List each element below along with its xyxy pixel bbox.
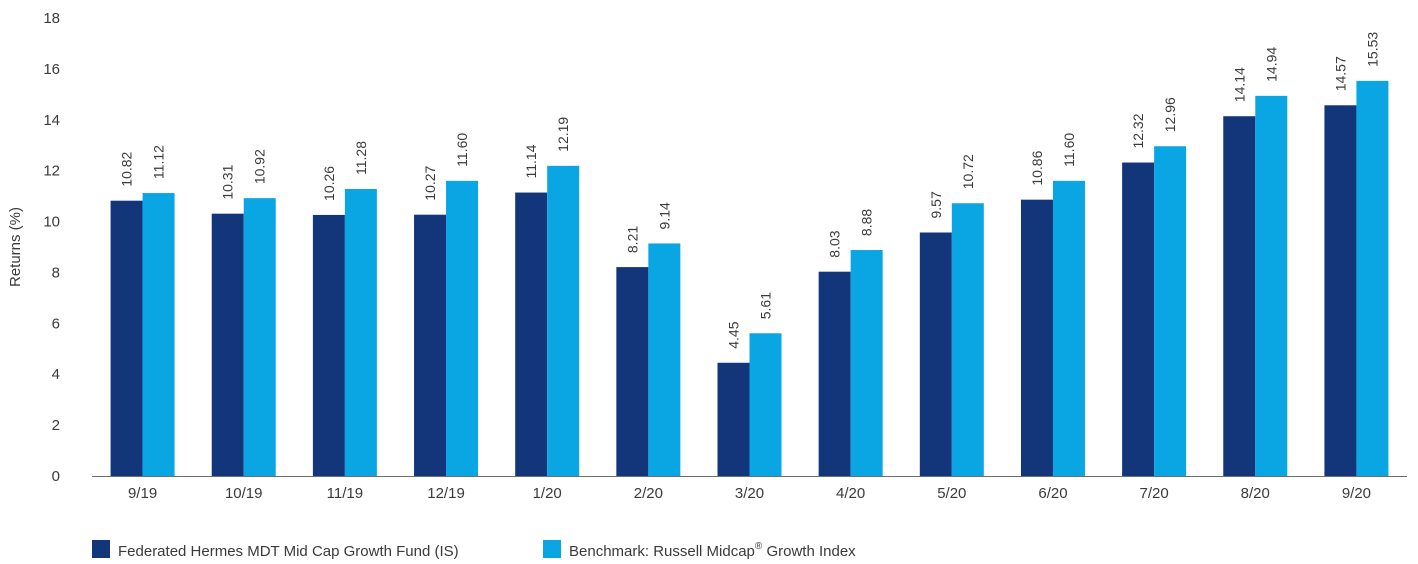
- bar-benchmark: [344, 188, 377, 476]
- data-label-benchmark: 12.19: [555, 117, 571, 152]
- bar-fund: [1223, 116, 1256, 477]
- data-label-benchmark: 10.92: [252, 149, 268, 184]
- bar-fund: [414, 214, 447, 477]
- data-label-benchmark: 11.28: [353, 141, 369, 175]
- data-label-fund: 14.14: [1231, 67, 1247, 102]
- y-tick-label: 4: [52, 366, 60, 383]
- x-axis: 9/19 10/19 11/19 12/19 1/20 2/20 3/20 4/20 5/20 6…: [128, 485, 1371, 502]
- data-label-benchmark: 11.60: [454, 133, 470, 167]
- y-tick-label: 14: [43, 112, 60, 129]
- registered-mark: ®: [755, 541, 763, 552]
- bar-benchmark: [850, 250, 883, 476]
- data-label-benchmark: 10.72: [960, 154, 976, 189]
- bar-fund: [110, 200, 143, 477]
- x-tick-label: 7/20: [1140, 485, 1169, 502]
- data-label-fund: 4.45: [726, 321, 742, 348]
- data-label-benchmark: 5.61: [758, 292, 774, 319]
- y-tick-label: 12: [43, 163, 60, 180]
- data-label-fund: 9.57: [928, 191, 944, 218]
- x-tick-label: 5/20: [937, 485, 966, 502]
- bar-fund: [515, 192, 548, 476]
- data-label-benchmark: 12.96: [1162, 97, 1178, 132]
- bar-fund: [312, 214, 345, 476]
- legend: Federated Hermes MDT Mid Cap Growth Fund…: [92, 540, 856, 560]
- data-label-benchmark: 11.60: [1061, 133, 1077, 167]
- y-tick-label: 10: [43, 214, 60, 231]
- bar-benchmark: [648, 243, 681, 476]
- x-tick-label: 10/19: [225, 485, 263, 502]
- y-tick-label: 8: [52, 264, 60, 281]
- data-label-fund: 11.14: [523, 144, 539, 178]
- bar-benchmark: [1154, 146, 1187, 477]
- data-label-fund: 10.82: [119, 151, 135, 186]
- x-tick-label: 9/19: [128, 485, 157, 502]
- bar-benchmark: [142, 193, 175, 476]
- data-label-fund: 12.32: [1130, 113, 1146, 148]
- x-tick-label: 6/20: [1038, 485, 1067, 502]
- data-label-benchmark: 8.88: [859, 209, 875, 236]
- bar-fund: [211, 213, 244, 476]
- bar-fund: [919, 232, 952, 476]
- x-tick-label: 4/20: [836, 485, 865, 502]
- data-label-fund: 10.27: [422, 165, 438, 200]
- legend-label-benchmark-suffix: Growth Index: [762, 543, 856, 560]
- data-label-fund: 14.57: [1332, 56, 1348, 91]
- data-labels: 10.82 11.12 10.31 10.92 10.26 11.28 10.27 11.60…: [119, 32, 1381, 349]
- legend-label-benchmark-main: Benchmark: Russell Midcap: [569, 543, 755, 560]
- x-tick-label: 3/20: [735, 485, 764, 502]
- bars: [110, 80, 1389, 477]
- data-label-fund: 10.31: [220, 164, 236, 199]
- data-label-benchmark: 9.14: [656, 202, 672, 229]
- y-tick-label: 18: [43, 10, 60, 27]
- data-label-fund: 8.03: [827, 230, 843, 257]
- x-tick-label: 2/20: [634, 485, 663, 502]
- bar-benchmark: [1052, 180, 1085, 476]
- bar-fund: [717, 362, 750, 476]
- x-tick-label: 1/20: [533, 485, 562, 502]
- x-tick-label: 9/20: [1342, 485, 1371, 502]
- bar-benchmark: [749, 333, 782, 476]
- legend-label-fund: Federated Hermes MDT Mid Cap Growth Fund…: [118, 543, 459, 560]
- y-axis-title: Returns (%): [7, 207, 24, 287]
- bar-fund: [1020, 199, 1053, 476]
- data-label-fund: 10.86: [1029, 150, 1045, 185]
- bar-benchmark: [1255, 95, 1288, 477]
- x-tick-label: 11/19: [327, 485, 363, 502]
- x-tick-label: 8/20: [1241, 485, 1270, 502]
- bar-benchmark: [951, 203, 984, 477]
- data-label-benchmark: 11.12: [151, 145, 167, 179]
- bar-benchmark: [243, 198, 276, 476]
- bar-benchmark: [446, 180, 479, 476]
- legend-label-benchmark: Benchmark: Russell Midcap® Growth Index: [569, 541, 856, 560]
- bar-fund: [818, 271, 851, 476]
- x-tick-label: 12/19: [427, 485, 465, 502]
- bar-fund: [616, 267, 649, 476]
- y-tick-label: 2: [52, 417, 60, 434]
- legend-swatch-fund: [92, 540, 110, 558]
- data-label-fund: 10.26: [321, 166, 337, 201]
- bar-benchmark: [547, 165, 580, 477]
- y-tick-label: 16: [43, 61, 60, 78]
- y-axis: 0 2 4 6 8 10 12 14 16 18: [43, 10, 60, 485]
- bar-fund: [1122, 162, 1155, 476]
- y-tick-label: 6: [52, 315, 60, 332]
- bar-fund: [1324, 105, 1357, 476]
- data-label-fund: 8.21: [624, 226, 640, 253]
- legend-swatch-benchmark: [543, 540, 561, 558]
- data-label-benchmark: 14.94: [1263, 47, 1279, 82]
- bar-benchmark: [1356, 80, 1389, 476]
- y-tick-label: 0: [52, 468, 60, 485]
- data-label-benchmark: 15.53: [1364, 32, 1380, 67]
